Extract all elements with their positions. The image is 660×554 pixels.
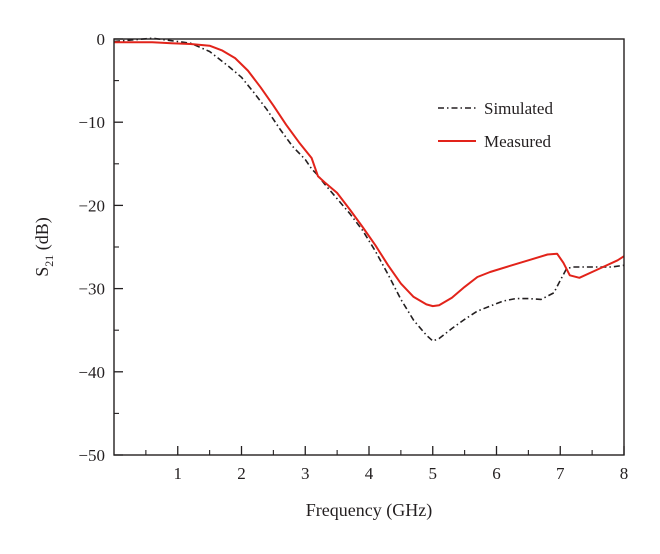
x-tick-label: 1 [174, 464, 183, 483]
tick-labels-layer: 1 2 3 4 5 6 7 8 0 −10 −20 −30 −40 −50 [78, 30, 628, 483]
y-tick-label: 0 [97, 30, 106, 49]
series-line-simulated [113, 37, 625, 342]
series-line-measured [114, 41, 625, 308]
y-tick-label: −50 [78, 446, 105, 465]
legend-label-measured: Measured [484, 132, 552, 151]
x-axis-title: Frequency (GHz) [306, 500, 432, 521]
y-tick-label: −40 [78, 363, 105, 382]
x-tick-label: 6 [492, 464, 501, 483]
x-tick-label: 7 [556, 464, 565, 483]
y-tick-label: −10 [78, 113, 105, 132]
x-tick-label: 5 [429, 464, 438, 483]
legend-box [430, 92, 590, 160]
y-axis-title: S21 (dB) [32, 217, 56, 277]
y-axis-title-subscript: 21 [42, 255, 56, 267]
x-tick-label: 8 [620, 464, 629, 483]
y-axis-title-base: S [32, 267, 52, 277]
series-layer [113, 37, 625, 342]
ticks-layer [114, 38, 625, 456]
y-tick-label: −30 [78, 280, 105, 299]
x-tick-label: 4 [365, 464, 374, 483]
y-tick-label: −20 [78, 196, 105, 215]
x-tick-label: 2 [237, 464, 246, 483]
legend-label-simulated: Simulated [484, 99, 553, 118]
legend: Simulated Measured [430, 92, 590, 160]
x-tick-label: 3 [301, 464, 310, 483]
y-axis-title-unit: (dB) [32, 217, 53, 255]
